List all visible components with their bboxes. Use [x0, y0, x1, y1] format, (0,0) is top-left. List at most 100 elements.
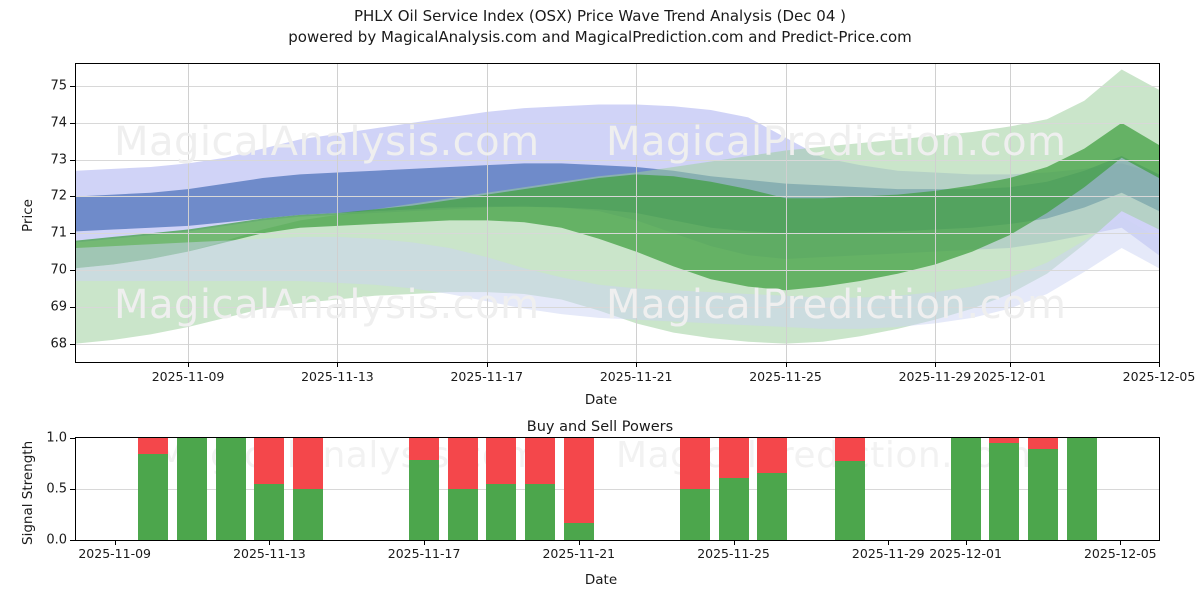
- signal-chart-title: Buy and Sell Powers: [526, 419, 674, 435]
- sell-power-segment: [718, 438, 749, 478]
- buy-power-segment: [254, 483, 285, 540]
- buy-power-segment: [757, 472, 788, 540]
- price-gridline-v: [337, 64, 339, 362]
- price-gridline-v: [1009, 64, 1011, 362]
- signal-y-tick-mark: [70, 438, 75, 439]
- price-y-tick-label: 72: [50, 188, 67, 204]
- signal-bar[interactable]: [757, 438, 788, 540]
- price-gridline-h: [76, 233, 1159, 235]
- signal-x-tick-mark: [424, 540, 426, 545]
- price-x-tick-mark: [636, 362, 638, 367]
- price-gridline-h: [76, 306, 1159, 308]
- signal-bar[interactable]: [215, 438, 246, 540]
- price-y-tick-mark: [70, 196, 75, 198]
- signal-x-tick-label: 2025-12-05: [1083, 546, 1157, 561]
- signal-bar[interactable]: [409, 438, 440, 540]
- sell-power-segment: [679, 438, 710, 489]
- price-x-tick-label: 2025-11-17: [450, 369, 524, 384]
- signal-x-tick-label: 2025-11-17: [387, 546, 461, 561]
- chart-title-block: PHLX Oil Service Index (OSX) Price Wave …: [0, 6, 1200, 48]
- signal-bar[interactable]: [293, 438, 324, 540]
- signal-x-tick-mark: [888, 540, 890, 545]
- price-x-tick-label: 2025-12-01: [973, 369, 1046, 384]
- price-gridline-h: [76, 122, 1159, 124]
- signal-x-tick-label: 2025-11-09: [78, 546, 151, 561]
- price-x-tick-label: 2025-11-09: [151, 369, 225, 384]
- price-y-tick-label: 70: [50, 262, 67, 278]
- signal-x-tick-label: 2025-11-13: [233, 546, 306, 561]
- signal-bar[interactable]: [254, 438, 285, 540]
- price-gridline-v: [785, 64, 787, 362]
- price-y-tick-label: 69: [50, 299, 67, 315]
- buy-power-segment: [177, 438, 208, 540]
- signal-bar[interactable]: [950, 438, 981, 540]
- signal-y-tick-label: 0.5: [46, 481, 67, 497]
- signal-x-axis-title: Date: [584, 572, 618, 588]
- buy-power-segment: [679, 489, 710, 540]
- price-x-tick-mark: [785, 362, 787, 367]
- buy-power-segment: [409, 460, 440, 540]
- price-y-tick-mark: [70, 122, 75, 124]
- signal-gridline-h: [76, 489, 1159, 490]
- signal-y-tick-mark: [70, 540, 75, 541]
- price-x-tick-mark: [934, 362, 936, 367]
- price-gridline-v: [188, 64, 190, 362]
- sell-power-segment: [834, 438, 865, 462]
- signal-bar[interactable]: [177, 438, 208, 540]
- buy-power-segment: [486, 483, 517, 540]
- signal-bar[interactable]: [486, 438, 517, 540]
- price-chart-plot-area: MagicalAnalysis.com MagicalPrediction.co…: [75, 63, 1160, 363]
- signal-bar[interactable]: [525, 438, 556, 540]
- price-y-tick-label: 73: [50, 152, 67, 168]
- price-gridline-h: [76, 196, 1159, 198]
- watermark-analysis-signal: MagicalAnalysis.com: [156, 437, 540, 476]
- sell-power-segment: [447, 438, 478, 489]
- price-gridline-v: [934, 64, 936, 362]
- price-gridline-h: [76, 86, 1159, 88]
- price-x-tick-mark: [1009, 362, 1011, 367]
- buy-power-segment: [563, 522, 594, 540]
- price-x-tick-label: 2025-12-05: [1122, 369, 1196, 384]
- signal-bar[interactable]: [834, 438, 865, 540]
- price-y-tick-mark: [70, 343, 75, 345]
- buy-power-segment: [834, 461, 865, 540]
- price-gridline-h: [76, 159, 1159, 161]
- price-x-tick-mark: [1159, 362, 1160, 367]
- signal-x-tick-label: 2025-11-25: [697, 546, 770, 561]
- sell-power-segment: [1027, 438, 1058, 450]
- signal-bar[interactable]: [563, 438, 594, 540]
- signal-bar[interactable]: [989, 438, 1020, 540]
- sell-power-segment: [989, 438, 1020, 444]
- signal-bar[interactable]: [447, 438, 478, 540]
- buy-power-segment: [1066, 438, 1097, 540]
- sell-power-segment: [293, 438, 324, 489]
- buy-power-segment: [718, 477, 749, 540]
- price-x-axis-title: Date: [584, 392, 618, 408]
- price-y-tick-mark: [70, 270, 75, 272]
- signal-bar[interactable]: [138, 438, 169, 540]
- buy-power-segment: [293, 489, 324, 540]
- price-gridline-h: [76, 270, 1159, 272]
- signal-x-tick-label: 2025-11-29: [851, 546, 925, 561]
- signal-y-tick-label: 1.0: [46, 430, 67, 446]
- price-y-axis-title: Price: [20, 199, 36, 232]
- price-x-tick-label: 2025-11-13: [301, 369, 374, 384]
- signal-bar[interactable]: [1066, 438, 1097, 540]
- signal-x-tick-mark: [965, 540, 967, 545]
- signal-x-tick-mark: [269, 540, 271, 545]
- signal-y-axis-title: Signal Strength: [20, 440, 36, 545]
- price-x-tick-mark: [337, 362, 339, 367]
- signal-x-tick-label: 2025-11-21: [542, 546, 616, 561]
- buy-power-segment: [950, 438, 981, 540]
- signal-x-tick-mark: [578, 540, 580, 545]
- buy-power-segment: [989, 443, 1020, 540]
- band-green-inner-band: [76, 122, 1159, 291]
- signal-bar[interactable]: [718, 438, 749, 540]
- price-x-tick-mark: [486, 362, 488, 367]
- sell-power-segment: [525, 438, 556, 484]
- signal-bar[interactable]: [1027, 438, 1058, 540]
- price-y-tick-mark: [70, 233, 75, 235]
- signal-bar[interactable]: [679, 438, 710, 540]
- price-wave-bands: [76, 69, 1159, 344]
